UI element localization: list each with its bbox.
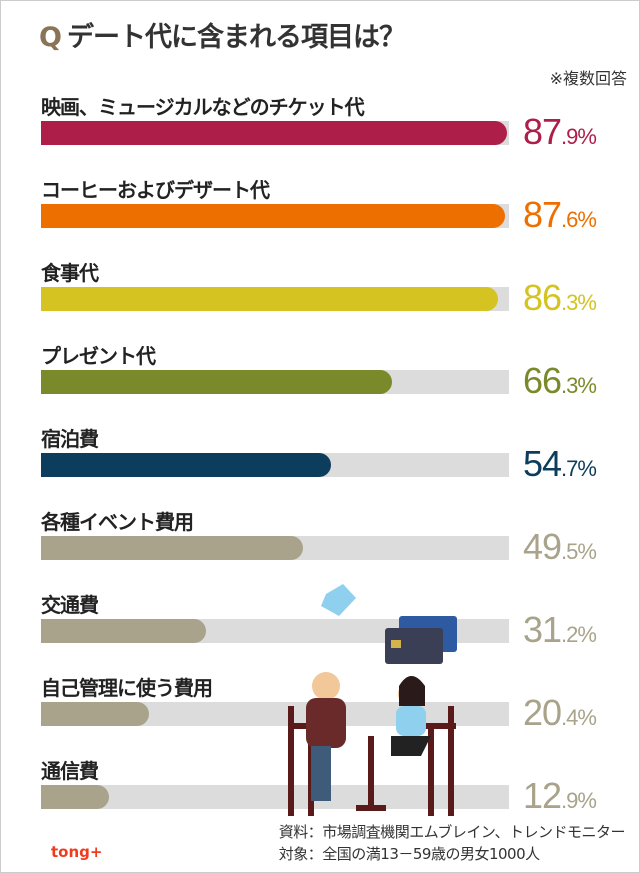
- bar-track: [41, 370, 509, 394]
- value-dec: .9%: [561, 788, 597, 813]
- bar-track: [41, 287, 509, 311]
- value-dec: .4%: [561, 705, 597, 730]
- page-title: Q デート代に含まれる項目は？: [39, 15, 406, 54]
- value-label: 12.9%: [523, 775, 597, 817]
- value-label: 49.5%: [523, 526, 597, 568]
- bar-label: 映画、ミュージカルなどのチケット代: [41, 95, 365, 119]
- value-dec: .3%: [561, 290, 597, 315]
- table: [356, 736, 386, 811]
- value-dec: .6%: [561, 207, 597, 232]
- title-text: デート代に含まれる項目は？: [66, 22, 406, 53]
- bar-track: [41, 702, 509, 726]
- source-line: 資料：市場調査機関エムブレイン、トレンドモニター: [278, 823, 626, 841]
- bar-fill: [41, 370, 393, 394]
- bar-label: 通信費: [41, 759, 99, 783]
- value-label: 66.3%: [523, 360, 597, 402]
- value-int: 87: [523, 111, 562, 152]
- bar-label: 交通費: [41, 593, 99, 617]
- bar-track: [41, 536, 509, 560]
- value-label: 20.4%: [523, 692, 597, 734]
- value-dec: .5%: [561, 539, 597, 564]
- bar-fill: [41, 453, 331, 477]
- bar-label: コーヒーおよびデザート代: [41, 178, 270, 202]
- value-dec: .7%: [561, 456, 597, 481]
- value-int: 86: [523, 277, 562, 318]
- value-label: 31.2%: [523, 609, 597, 651]
- value-int: 66: [523, 360, 562, 401]
- value-int: 12: [523, 775, 562, 816]
- value-label: 54.7%: [523, 443, 597, 485]
- bar-fill: [41, 702, 150, 726]
- tong-logo: tong+: [51, 843, 103, 861]
- bar-fill: [41, 536, 304, 560]
- bar-fill: [41, 121, 507, 145]
- value-int: 31: [523, 609, 562, 650]
- bar-track: [41, 121, 509, 145]
- source-note: 資料：市場調査機関エムブレイン、トレンドモニター 対象：全国の満13－59歳の男…: [278, 821, 626, 865]
- bar-label: プレゼント代: [41, 344, 156, 368]
- value-dec: .9%: [561, 124, 597, 149]
- bar-label: 自己管理に使う費用: [41, 676, 213, 700]
- bar-label: 宿泊費: [41, 427, 99, 451]
- value-label: 87.9%: [523, 111, 597, 153]
- multiple-answer-note: ※複数回答: [549, 69, 627, 88]
- bar-label: 食事代: [41, 261, 99, 285]
- diamond-icon: [321, 584, 356, 616]
- bar-fill: [41, 619, 207, 643]
- bar-fill: [41, 204, 506, 228]
- value-int: 87: [523, 194, 562, 235]
- value-dec: .3%: [561, 373, 597, 398]
- bar-label: 各種イベント費用: [41, 510, 194, 534]
- value-int: 49: [523, 526, 562, 567]
- bar-fill: [41, 785, 110, 809]
- value-int: 54: [523, 443, 562, 484]
- value-label: 86.3%: [523, 277, 597, 319]
- target-line: 対象：全国の満13－59歳の男女1000人: [278, 845, 540, 863]
- value-int: 20: [523, 692, 562, 733]
- q-mark: Q: [39, 22, 62, 53]
- couple-illustration: [288, 584, 457, 816]
- value-label: 87.6%: [523, 194, 597, 236]
- bar-fill: [41, 287, 499, 311]
- value-dec: .2%: [561, 622, 597, 647]
- bar-track: [41, 204, 509, 228]
- bar-track: [41, 453, 509, 477]
